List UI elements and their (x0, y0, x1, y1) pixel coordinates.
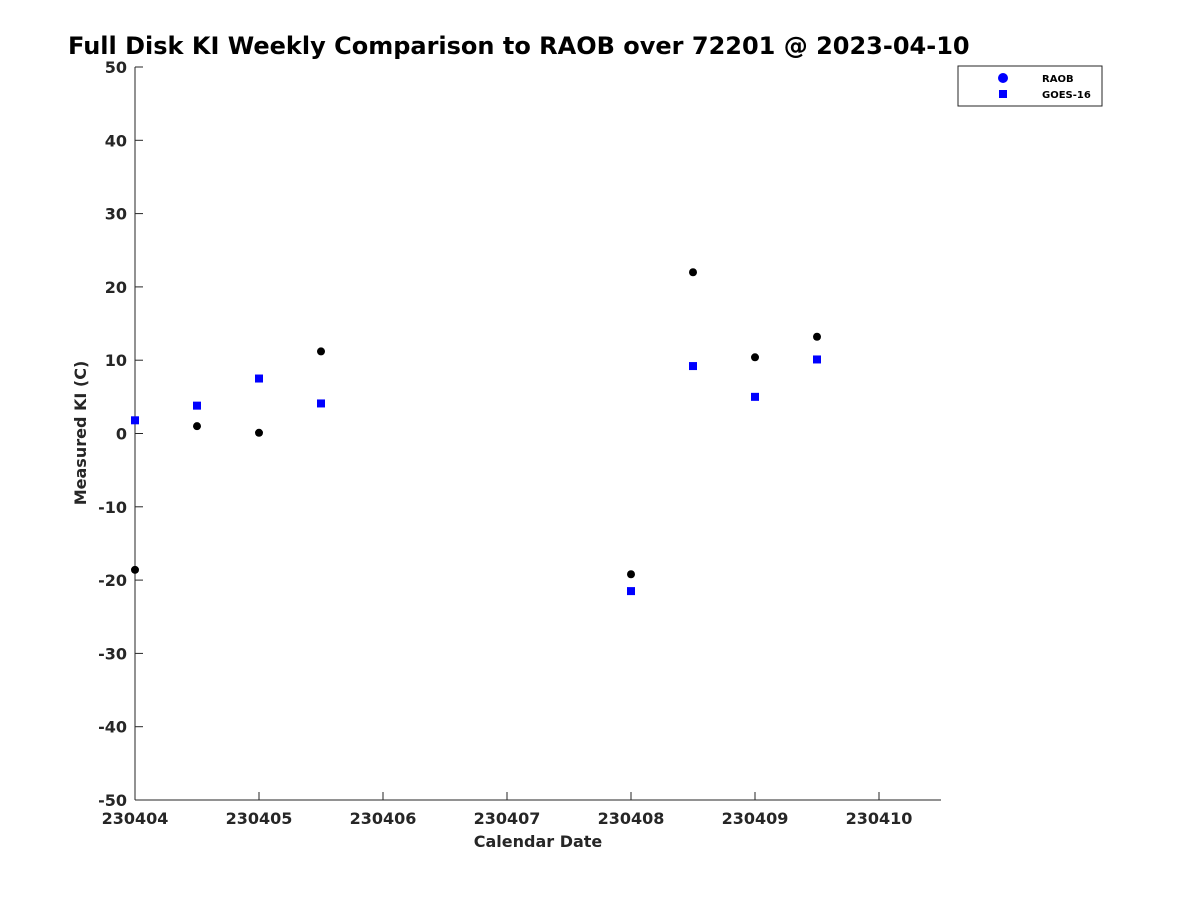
legend-box (957, 65, 1103, 107)
goes-16-point (193, 401, 201, 410)
legend-entry-goes-16: GOES-16 (999, 90, 1091, 101)
x-tick-label: 230410 (846, 809, 913, 828)
x-tick-label: 230404 (102, 809, 169, 828)
raob-point (255, 428, 263, 437)
goes-16-point (689, 362, 697, 371)
legend-label: GOES-16 (1042, 90, 1091, 101)
x-ticks: 230404 230405 230406 230407 230408 230409 2304… (102, 792, 913, 828)
raob-point (131, 565, 139, 574)
legend-entry-raob: RAOB (998, 73, 1074, 85)
raob-point (689, 268, 697, 277)
raob-point (627, 570, 635, 579)
x-tick-label: 230409 (722, 809, 789, 828)
raob-point (317, 347, 325, 356)
legend-label: RAOB (1042, 74, 1074, 85)
y-tick-label: -20 (98, 571, 127, 590)
y-tick-label: 20 (105, 278, 127, 297)
y-tick-label: 50 (105, 58, 127, 77)
y-tick-label: 10 (105, 351, 127, 370)
y-ticks: 50 40 30 20 10 0 -10 -20 -30 -40 -50 (98, 58, 143, 810)
goes-16-point (627, 587, 635, 596)
x-tick-label: 230406 (350, 809, 417, 828)
x-tick-label: 230408 (598, 809, 665, 828)
x-tick-label: 230407 (474, 809, 541, 828)
goes-16-point (813, 355, 821, 364)
goes-16-point (131, 416, 139, 425)
goes-16-point (317, 399, 325, 408)
goes-16-point (255, 374, 263, 383)
legend-marker (998, 73, 1008, 83)
y-tick-label: -40 (98, 718, 127, 737)
y-tick-label: 30 (105, 205, 127, 224)
legend-items: RAOB GOES-16 (998, 73, 1091, 101)
y-tick-label: -50 (98, 791, 127, 810)
y-axis-label: Measured KI (C) (71, 361, 90, 506)
x-axis-label: Calendar Date (474, 832, 603, 851)
data-points (131, 268, 821, 596)
x-tick-label: 230405 (226, 809, 293, 828)
legend: RAOB GOES-16 (957, 65, 1103, 107)
chart-title: Full Disk KI Weekly Comparison to RAOB o… (68, 32, 970, 60)
y-tick-label: 0 (116, 425, 127, 444)
raob-point (193, 422, 201, 431)
goes-16-point (751, 392, 759, 401)
y-tick-label: -30 (98, 644, 127, 663)
legend-marker (999, 90, 1007, 98)
y-tick-label: -10 (98, 498, 127, 517)
raob-point (751, 353, 759, 362)
raob-point (813, 332, 821, 341)
y-tick-label: 40 (105, 131, 127, 150)
